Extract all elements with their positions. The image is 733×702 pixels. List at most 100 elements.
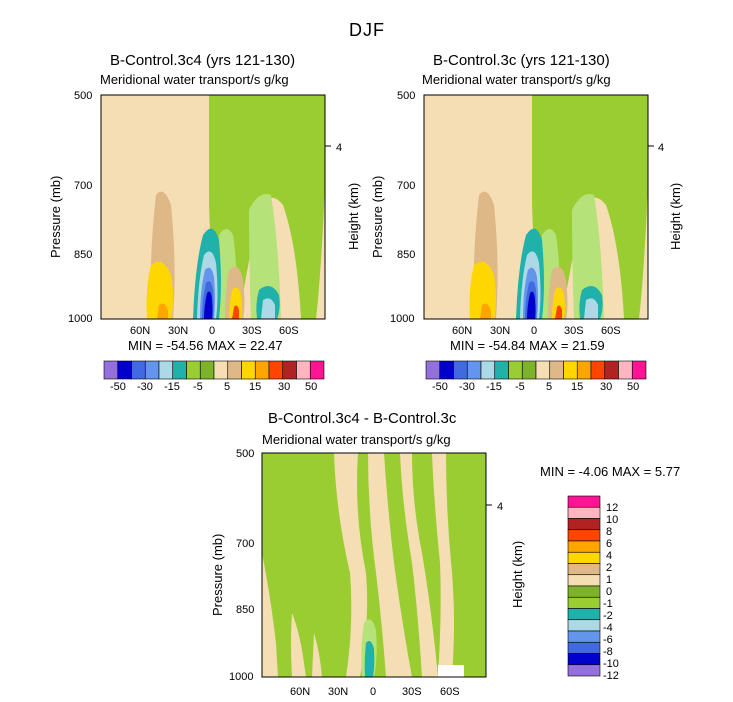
panel2-y2label: Height (km) xyxy=(668,182,683,250)
panel1-cb-label-6: 15 xyxy=(249,381,262,393)
panel3-ylabel: Pressure (mb) xyxy=(210,533,225,616)
panel1-frame xyxy=(100,94,326,320)
panel1-cb-swatch-3 xyxy=(144,360,160,380)
panel1-cb-swatch-2 xyxy=(131,360,146,380)
panel1-orange-left xyxy=(157,303,168,319)
panel3-cb-swatch-2 xyxy=(567,518,601,531)
panel2-cb-swatch-1 xyxy=(439,360,454,380)
panel3-cb-swatch-0 xyxy=(567,495,601,508)
panel2-cb-label-3: -15 xyxy=(486,381,502,393)
panel2-ytick-1000: 1000 xyxy=(390,313,415,325)
panel1-cb-swatch-7 xyxy=(199,360,215,380)
panel3-ytick-500: 500 xyxy=(236,448,255,460)
panel2-cb-label-4: -5 xyxy=(515,381,525,393)
panel3-cb-swatch-10 xyxy=(567,608,601,621)
panel2-cb-swatch-12 xyxy=(590,360,606,380)
panel1-lightblue-right xyxy=(261,298,275,319)
panel3-cb-label-4: 4 xyxy=(606,550,613,562)
panel1-cb-swatch-1 xyxy=(117,360,132,380)
panel1-cb-label-7: 30 xyxy=(278,381,291,393)
panel3-cb-swatch-12 xyxy=(567,630,601,643)
panel3-cb-swatch-11 xyxy=(567,619,601,632)
panel2-cb-swatch-2 xyxy=(453,360,468,380)
panel1-yellow-left xyxy=(146,261,173,319)
panel1-cb-swatch-14 xyxy=(296,360,311,380)
panel1-plot xyxy=(100,94,331,320)
panel3-tan-band-c xyxy=(400,453,438,677)
panel3-cb-swatch-1 xyxy=(567,506,601,519)
panel1-colorbar xyxy=(103,360,325,380)
panel2-orange-right xyxy=(555,305,562,319)
panel2-ytick-700: 700 xyxy=(397,180,416,192)
panel3-stats: MIN = -4.06 MAX = 5.77 xyxy=(540,464,681,479)
panel2-cb-swatch-11 xyxy=(576,360,592,380)
panel3-cb-swatch-3 xyxy=(567,529,601,542)
panel1-orange-right xyxy=(232,305,239,319)
panel1-cb-label-4: -5 xyxy=(193,381,203,393)
panel1-cb-swatch-12 xyxy=(268,360,284,380)
panel1-stats: MIN = -54.56 MAX = 22.47 xyxy=(128,338,283,353)
panel1-cb-swatch-0 xyxy=(103,360,119,380)
panel2-cb-swatch-14 xyxy=(618,360,633,380)
panel3-tan-band-b xyxy=(368,453,412,677)
panel1-cb-label-5: 5 xyxy=(224,381,231,393)
panel2-cb-swatch-15 xyxy=(631,360,647,380)
panel2-orange-left xyxy=(480,303,491,319)
panel3-cb-label-0: 0 xyxy=(606,586,613,598)
panel1-blue3 xyxy=(204,291,213,319)
panel1-cb-label-2: -30 xyxy=(137,381,153,393)
panel2-green-region xyxy=(532,95,648,319)
panel1-green-region xyxy=(209,95,325,319)
panel1-ylabel: Pressure (mb) xyxy=(48,175,63,258)
panel3-subtitle: Meridional water transport/s g/kg xyxy=(262,432,451,447)
panel2-cb-swatch-13 xyxy=(604,360,619,380)
panel2-frame xyxy=(423,94,649,320)
panel1-ytick-850: 850 xyxy=(74,249,93,261)
panel3-cb-label-m1: -1 xyxy=(603,598,613,610)
panel2-cb-swatch-0 xyxy=(425,360,441,380)
panel2-cb-label-6: 15 xyxy=(571,381,584,393)
panel1-cb-swatch-13 xyxy=(282,360,297,380)
panel3-ytick-850: 850 xyxy=(236,604,255,616)
panel3-tan-band-a xyxy=(334,453,368,677)
panel3-cb-label-m8: -8 xyxy=(603,646,613,658)
panel3-cb-label-2: 2 xyxy=(606,562,613,574)
panel3-teal-blob xyxy=(364,641,375,677)
panel3-title: B-Control.3c4 - B-Control.3c xyxy=(268,410,457,427)
panel3-cb-label-m4: -4 xyxy=(603,622,613,634)
panel1-cb-swatch-15 xyxy=(309,360,325,380)
panel2-cb-label-7: 30 xyxy=(600,381,613,393)
panel1-subtitle: Meridional water transport/s g/kg xyxy=(100,72,289,87)
panel1-y2label: Height (km) xyxy=(346,182,361,250)
panel2-cb-label-8: 50 xyxy=(627,381,640,393)
panel3-cb-swatch-4 xyxy=(567,540,601,553)
panel1-cb-label-8: 50 xyxy=(305,381,318,393)
panel3-tan-left-a xyxy=(262,553,278,677)
panel3-cb-swatch-7 xyxy=(567,574,601,587)
panel1-xtick-30s: 30S xyxy=(242,325,262,337)
panel3-cb-label-m10: -10 xyxy=(603,658,619,670)
panel3-xtick-60s: 60S xyxy=(440,686,460,698)
panel1-cb-swatch-10 xyxy=(241,360,256,380)
panel1-xtick-0: 0 xyxy=(209,325,216,337)
panel2-cb-swatch-7 xyxy=(521,360,537,380)
panel3-cb-label-6: 6 xyxy=(606,538,613,550)
season-title: DJF xyxy=(349,20,385,40)
panel2-subtitle: Meridional water transport/s g/kg xyxy=(422,72,611,87)
panel2-title: B-Control.3c (yrs 121-130) xyxy=(433,52,610,69)
panel3-ytick-1000: 1000 xyxy=(229,671,254,683)
panel3-cb-swatch-8 xyxy=(567,585,601,598)
panel1-ytick-1000: 1000 xyxy=(68,313,93,325)
panel1-cb-label-1: -50 xyxy=(110,381,126,393)
panel3-y2tick-4: 4 xyxy=(497,501,504,513)
panel3-y2label: Height (km) xyxy=(510,540,525,608)
panel3-cb-label-m2: -2 xyxy=(603,610,613,622)
panel1-title: B-Control.3c4 (yrs 121-130) xyxy=(110,52,296,69)
panel2-cb-label-5: 5 xyxy=(546,381,553,393)
panel2-cb-swatch-9 xyxy=(549,360,564,380)
panel2-blue3 xyxy=(527,291,536,319)
panel2-y2tick-4: 4 xyxy=(658,142,665,154)
panel3-cb-swatch-9 xyxy=(567,596,601,609)
panel3-ytick-700: 700 xyxy=(236,538,255,550)
panel2-cb-label-1: -50 xyxy=(432,381,448,393)
